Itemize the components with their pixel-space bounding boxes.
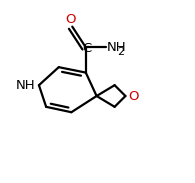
- Text: NH: NH: [16, 79, 35, 92]
- Text: NH: NH: [106, 41, 126, 54]
- Text: O: O: [65, 13, 76, 26]
- Text: O: O: [128, 89, 139, 102]
- Text: 2: 2: [117, 47, 124, 57]
- Text: C: C: [82, 42, 91, 55]
